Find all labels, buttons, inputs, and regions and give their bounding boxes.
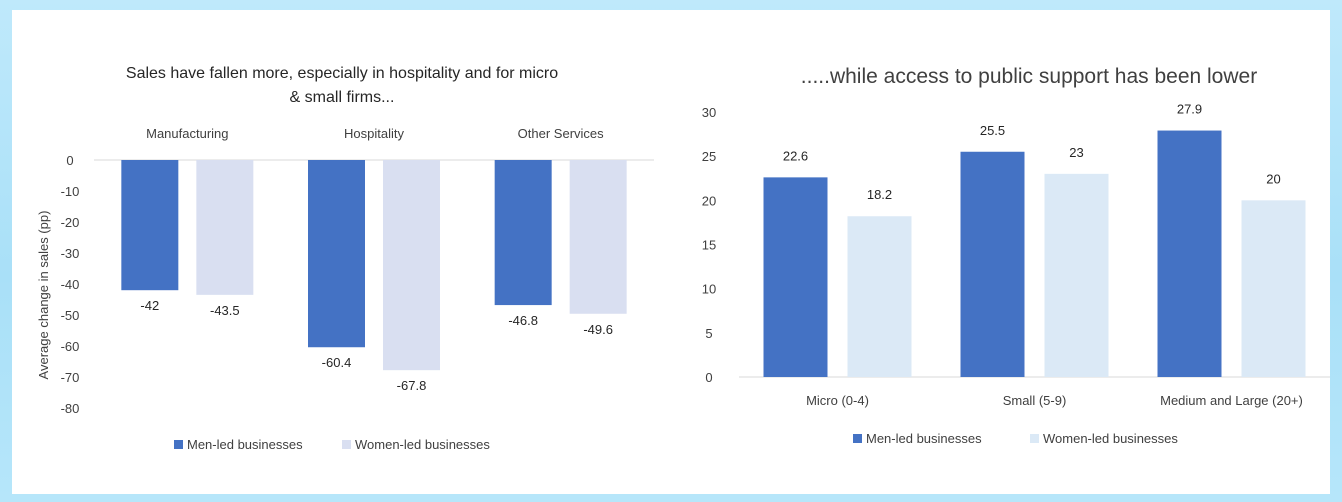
right-bar-small-5-9-women-led-businesses: [1044, 173, 1109, 377]
right-bars: [763, 130, 1306, 377]
left-y-tick-60: -60: [61, 339, 80, 354]
right-data-labels: 22.6 18.2 25.5 23 27.9 20: [783, 102, 1281, 203]
right-y-tick-25: 25: [702, 149, 716, 164]
right-chart-title: .....while access to public support has …: [801, 65, 1257, 88]
left-data-label-other-services-women-led-businesses: -49.6: [583, 322, 613, 337]
right-data-label-medium-and-large-20-women-led-businesses: 20: [1266, 171, 1280, 186]
right-category-medium-and-large-20: Medium and Large (20+): [1160, 393, 1303, 408]
right-y-tick-15: 15: [702, 238, 716, 253]
right-y-tick-20: 20: [702, 193, 716, 208]
right-legend-swatch-women: [1030, 434, 1039, 443]
left-category-other-services: Other Services: [518, 126, 604, 141]
right-bar-micro-0-4-men-led-businesses: [763, 177, 828, 377]
left-data-label-manufacturing-women-led-businesses: -43.5: [210, 303, 240, 318]
left-chart: Sales have fallen more, especially in ho…: [36, 65, 654, 452]
right-legend-swatch-men: [853, 434, 862, 443]
left-y-tick-0: 0: [66, 153, 73, 168]
left-data-label-other-services-men-led-businesses: -46.8: [508, 313, 538, 328]
left-y-tick-10: -10: [61, 184, 80, 199]
left-bar-other-services-men-led-businesses: [494, 160, 552, 306]
figure-panel: Sales have fallen more, especially in ho…: [12, 10, 1330, 494]
right-data-label-micro-0-4-men-led-businesses: 22.6: [783, 148, 808, 163]
right-category-labels: Micro (0-4) Small (5-9) Medium and Large (…: [806, 393, 1303, 408]
left-legend-swatch-women: [342, 440, 351, 449]
left-data-labels: -42 -43.5 -60.4 -67.8 -46.8 -49.6: [140, 298, 613, 393]
right-category-small-5-9: Small (5-9): [1003, 393, 1067, 408]
right-bar-micro-0-4-women-led-businesses: [847, 216, 912, 377]
left-y-tick-70: -70: [61, 370, 80, 385]
right-data-label-micro-0-4-women-led-businesses: 18.2: [867, 187, 892, 202]
left-legend-men-label: Men-led businesses: [187, 437, 303, 452]
right-legend-men-label: Men-led businesses: [866, 431, 982, 446]
left-legend-swatch-men: [174, 440, 183, 449]
left-data-label-hospitality-men-led-businesses: -60.4: [322, 355, 352, 370]
left-bars: [121, 160, 627, 371]
left-bar-hospitality-men-led-businesses: [308, 160, 365, 348]
left-chart-title-line2: & small firms...: [290, 89, 395, 106]
right-category-micro-0-4: Micro (0-4): [806, 393, 869, 408]
right-bar-small-5-9-men-led-businesses: [960, 151, 1025, 377]
charts-svg: Sales have fallen more, especially in ho…: [36, 65, 1330, 452]
right-y-tick-5: 5: [705, 326, 712, 341]
right-data-label-small-5-9-women-led-businesses: 23: [1069, 145, 1083, 160]
left-bar-manufacturing-men-led-businesses: [121, 160, 179, 291]
left-category-hospitality: Hospitality: [344, 126, 404, 141]
right-y-ticks: 0 5 10 15 20 25 30: [702, 105, 716, 385]
right-legend: Men-led businesses Women-led businesses: [853, 431, 1178, 446]
right-y-tick-10: 10: [702, 282, 716, 297]
right-data-label-medium-and-large-20-men-led-businesses: 27.9: [1177, 102, 1202, 117]
left-category-manufacturing: Manufacturing: [146, 126, 228, 141]
left-bar-hospitality-women-led-businesses: [383, 160, 440, 371]
right-y-tick-0: 0: [705, 370, 712, 385]
left-legend: Men-led businesses Women-led businesses: [174, 437, 490, 452]
right-bar-medium-and-large-20-men-led-businesses: [1157, 130, 1222, 377]
left-y-tick-40: -40: [61, 277, 80, 292]
left-y-axis-label: Average change in sales (pp): [36, 211, 51, 380]
right-data-label-small-5-9-men-led-businesses: 25.5: [980, 123, 1005, 138]
right-legend-women-label: Women-led businesses: [1043, 431, 1178, 446]
right-chart: .....while access to public support has …: [702, 65, 1330, 446]
right-bar-medium-and-large-20-women-led-businesses: [1241, 200, 1306, 377]
left-y-tick-20: -20: [61, 215, 80, 230]
left-y-tick-30: -30: [61, 246, 80, 261]
left-bar-manufacturing-women-led-businesses: [196, 160, 254, 295]
left-data-label-hospitality-women-led-businesses: -67.8: [397, 378, 427, 393]
left-y-ticks: 0 -10 -20 -30 -40 -50 -60 -70 -80: [61, 153, 80, 416]
left-data-label-manufacturing-men-led-businesses: -42: [140, 298, 159, 313]
left-category-labels: Manufacturing Hospitality Other Services: [146, 126, 604, 141]
right-y-tick-30: 30: [702, 105, 716, 120]
left-bar-other-services-women-led-businesses: [569, 160, 627, 314]
left-legend-women-label: Women-led businesses: [355, 437, 490, 452]
left-y-tick-80: -80: [61, 401, 80, 416]
left-chart-title: Sales have fallen more, especially in ho…: [126, 65, 558, 82]
left-y-tick-50: -50: [61, 308, 80, 323]
